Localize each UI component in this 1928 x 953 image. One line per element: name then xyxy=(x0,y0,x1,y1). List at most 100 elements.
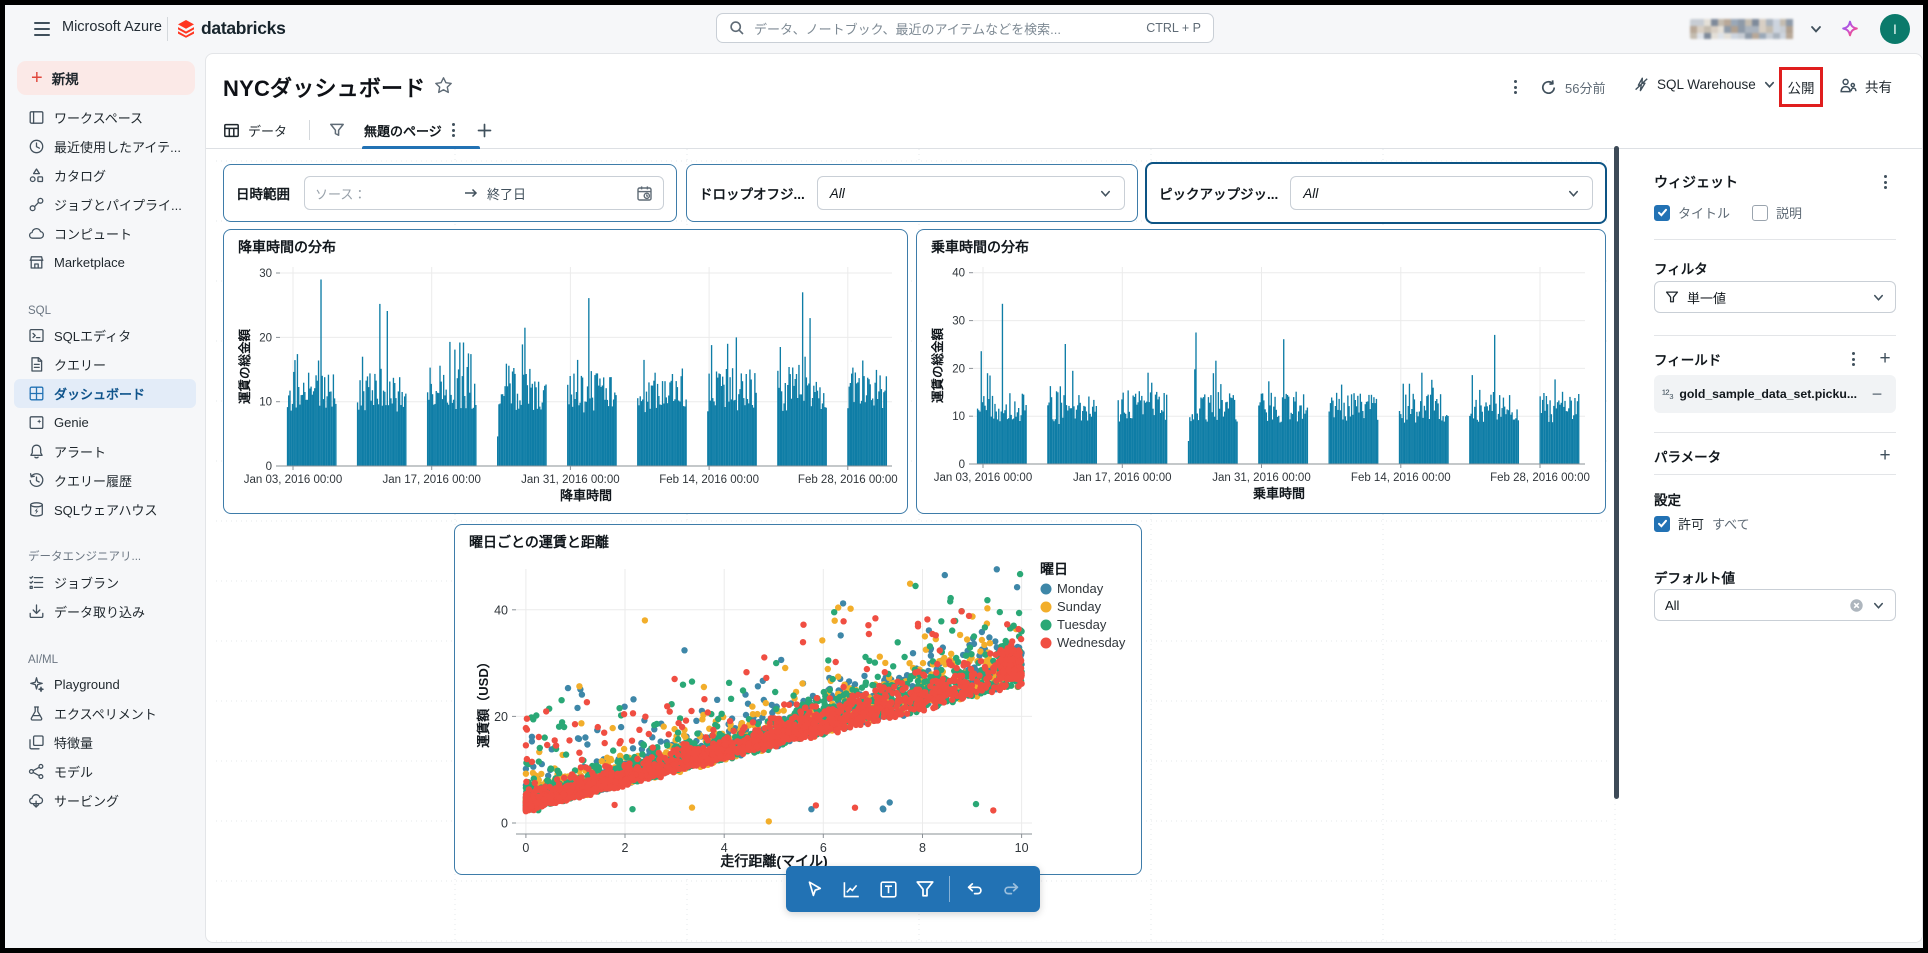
sidebar-item-workspace[interactable]: ワークスペース xyxy=(14,103,196,132)
widget-fare-distance-scatter[interactable]: 曜日ごとの運賃と距離 0 20 40 0 2 4 6 8 10 走行距離(マイル) 運賃額（USD）… xyxy=(454,524,1142,875)
databricks-wordmark[interactable]: databricks xyxy=(201,18,286,38)
dropoff-filter-select[interactable]: All xyxy=(816,176,1125,210)
allow-checkbox-label: 許可 xyxy=(1678,517,1705,532)
fields-section-title: フィールド xyxy=(1654,353,1722,368)
last-refresh-time: 56分前 xyxy=(1565,81,1606,96)
global-search-input[interactable]: データ、ノートブック、最近のアイテムなどを検索... CTRL + P xyxy=(716,13,1214,43)
sidebar-item-playground[interactable]: Playground xyxy=(14,670,196,699)
sidebar-item-label: 特徴量 xyxy=(54,736,94,751)
remove-field-button[interactable]: − xyxy=(1871,383,1883,404)
allow-suffix-label: すべて xyxy=(1712,517,1750,532)
warehouse-selector[interactable]: SQL Warehouse xyxy=(1633,76,1776,93)
share-label: 共有 xyxy=(1865,80,1892,95)
title-checkbox-label: タイトル xyxy=(1678,206,1731,221)
filter-type-select[interactable]: 単一値 xyxy=(1654,281,1896,313)
add-page-button[interactable] xyxy=(477,123,492,138)
widget-kebab-menu[interactable] xyxy=(1874,171,1896,193)
panel-resize-handle[interactable] xyxy=(1614,146,1619,799)
sidebar-item-label: クエリー xyxy=(54,358,107,373)
active-tab-underline xyxy=(362,146,481,149)
redo-button[interactable] xyxy=(993,869,1030,909)
calendar-icon[interactable] xyxy=(636,185,653,202)
sidebar-item-label: Marketplace xyxy=(54,255,125,270)
marketplace-icon xyxy=(28,254,45,271)
share-people-icon xyxy=(1840,78,1857,93)
svg-text:Feb 14, 2016 00:00: Feb 14, 2016 00:00 xyxy=(1351,472,1451,484)
field-name: gold_sample_data_set.picku... xyxy=(1679,387,1858,401)
pickup-time-bar-chart[interactable]: 0 10 20 30 40 Jan 03, 2016 00:00 Jan 17, 2016 … xyxy=(917,230,1603,510)
title-checkbox[interactable] xyxy=(1654,204,1670,221)
tab-data[interactable]: データ xyxy=(223,121,295,140)
fields-kebab-menu[interactable] xyxy=(1842,348,1864,370)
sidebar-item-features[interactable]: 特徴量 xyxy=(14,728,196,757)
description-checkbox[interactable] xyxy=(1752,204,1769,221)
date-end-placeholder: 終了日 xyxy=(487,186,527,202)
publish-button[interactable]: 公開 xyxy=(1779,67,1823,107)
user-avatar[interactable]: I xyxy=(1880,14,1910,44)
sidebar-item-label: SQLウェアハウス xyxy=(54,503,158,518)
sidebar-item-compute[interactable]: コンピュート xyxy=(14,219,196,248)
sidebar-item-job-runs[interactable]: ジョブラン xyxy=(14,568,196,597)
tab-page-kebab-icon[interactable] xyxy=(451,123,455,137)
sidebar-item-marketplace[interactable]: Marketplace xyxy=(14,248,196,277)
edit-toolbar xyxy=(786,866,1040,912)
dropoff-time-bar-chart[interactable]: 0 10 20 30 Jan 03, 2016 00:00 Jan 17, 2016 00… xyxy=(224,230,905,510)
workspace-chevron-down-icon[interactable] xyxy=(1809,22,1823,36)
publish-label: 公開 xyxy=(1787,81,1815,96)
select-cursor-tool[interactable] xyxy=(796,869,833,909)
date-range-input[interactable]: ソース： 終了日 xyxy=(304,176,664,210)
sidebar-item-serving[interactable]: サービング xyxy=(14,786,196,815)
favorite-star-icon[interactable] xyxy=(434,76,453,95)
sidebar-item-ingest[interactable]: データ取り込み xyxy=(14,597,196,626)
sidebar-item-genie[interactable]: Genie xyxy=(14,408,196,437)
allow-checkbox[interactable] xyxy=(1654,515,1670,532)
tab-page-untitled[interactable]: 無題のページ xyxy=(362,111,481,149)
sidebar-item-models[interactable]: モデル xyxy=(14,757,196,786)
sidebar-item-warehouse[interactable]: SQLウェアハウス xyxy=(14,495,196,524)
hamburger-menu-icon[interactable] xyxy=(34,18,50,40)
sidebar-item-catalog[interactable]: カタログ xyxy=(14,161,196,190)
add-parameter-button[interactable]: + xyxy=(1879,445,1891,466)
widget-pickup-filter[interactable]: ピックアップジッ... All xyxy=(1145,162,1607,224)
refresh-button[interactable]: 56分前 xyxy=(1540,78,1605,97)
sidebar-item-jobs[interactable]: ジョブとパイプライ... xyxy=(14,190,196,219)
widget-dropoff-time-chart[interactable]: 降車時間の分布 0 10 20 30 Jan 03, 2016 00:00 Jan 17,… xyxy=(223,229,908,514)
dashboard-kebab-menu[interactable] xyxy=(1506,78,1524,96)
sidebar-item-dashboards[interactable]: ダッシュボード xyxy=(14,379,196,408)
tab-filter-icon[interactable] xyxy=(324,122,350,138)
share-button[interactable]: 共有 xyxy=(1839,76,1892,96)
sidebar-section-2: データエンジニアリ... xyxy=(28,551,142,563)
sidebar-item-recents[interactable]: 最近使用したアイテ... xyxy=(14,132,196,161)
svg-text:40: 40 xyxy=(952,268,965,280)
sidebar-item-label: カタログ xyxy=(54,169,107,184)
pickup-filter-select[interactable]: All xyxy=(1290,176,1593,210)
svg-text:Feb 28, 2016 00:00: Feb 28, 2016 00:00 xyxy=(1490,472,1590,484)
databricks-logo-icon[interactable] xyxy=(176,19,196,39)
queries-icon xyxy=(28,356,45,373)
undo-button[interactable] xyxy=(956,869,993,909)
add-text-tool[interactable] xyxy=(870,869,907,909)
field-chip[interactable]: ¹²₃ gold_sample_data_set.picku... − xyxy=(1654,375,1896,413)
sidebar-item-experiments[interactable]: エクスペリメント xyxy=(14,699,196,728)
add-field-button[interactable]: + xyxy=(1879,348,1891,369)
add-filter-tool[interactable] xyxy=(907,869,944,909)
widget-pickup-time-chart[interactable]: 乗車時間の分布 0 10 20 30 40 Jan 03, 2016 00:00 Jan 1… xyxy=(916,229,1606,514)
default-value-select[interactable]: All xyxy=(1654,589,1896,621)
assistant-sparkle-icon[interactable] xyxy=(1838,17,1862,41)
workspace-name-redacted[interactable] xyxy=(1690,19,1800,39)
date-start-placeholder: ソース： xyxy=(315,186,367,202)
widget-dropoff-filter[interactable]: ドロップオフジ... All xyxy=(686,164,1138,222)
widget-date-range-filter[interactable]: 日時範囲 ソース： 終了日 xyxy=(223,164,677,222)
dashboards-icon xyxy=(28,385,45,402)
sidebar-item-sql-editor[interactable]: SQLエディタ xyxy=(14,321,196,350)
sidebar-item-queries[interactable]: クエリー xyxy=(14,350,196,379)
svg-text:Jan 03, 2016 00:00: Jan 03, 2016 00:00 xyxy=(934,472,1032,484)
sidebar-item-history[interactable]: クエリー履歴 xyxy=(14,466,196,495)
svg-text:10: 10 xyxy=(259,397,272,409)
clear-value-icon[interactable] xyxy=(1849,598,1864,613)
sidebar-item-alerts[interactable]: アラート xyxy=(14,437,196,466)
svg-text:乗車時間: 乗車時間 xyxy=(1252,486,1305,501)
add-chart-tool[interactable] xyxy=(833,869,870,909)
new-button[interactable]: + 新規 xyxy=(17,61,195,95)
